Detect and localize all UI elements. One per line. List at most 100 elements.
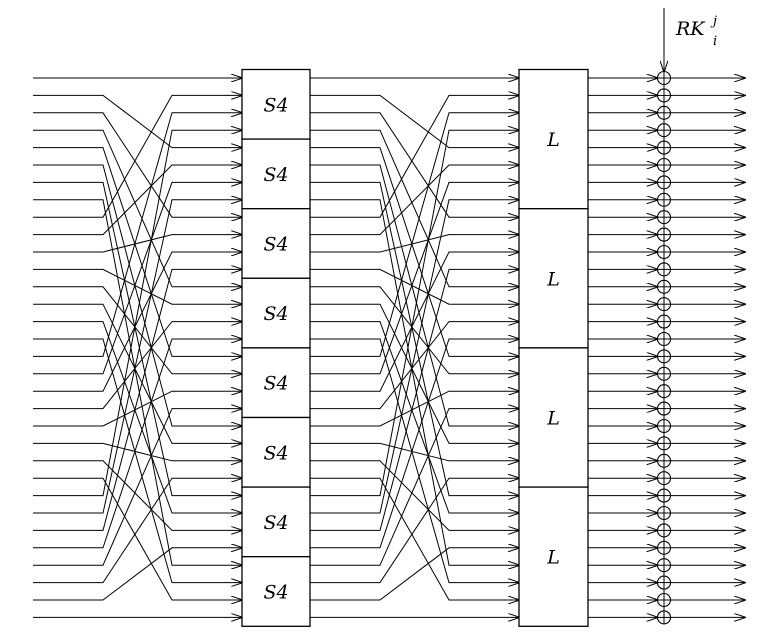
middle-perm-wire-12 [310, 286, 519, 374]
round-key-base: RK [675, 18, 706, 40]
sbox-label: S4 [263, 373, 288, 395]
input-perm-wire-13 [33, 303, 242, 443]
middle-perm-wire-23 [310, 477, 519, 600]
input-perm-wire-19 [33, 322, 242, 410]
xor-gate [656, 471, 672, 486]
middle-perm-wire-15 [310, 338, 519, 583]
xor-gate [656, 262, 672, 277]
middle-perm-wire-14 [310, 321, 519, 513]
linear-layer-label: L [546, 129, 560, 151]
boxes-layer: S4 S4 S4 S4 S4 S4 S4 S4 L L L L [241, 68, 589, 627]
linear-layer-2: L [518, 208, 589, 349]
input-perm-wire-7 [33, 199, 242, 565]
middle-perm-wire-2 [310, 112, 519, 217]
wires-layer [33, 8, 745, 624]
sbox-2: S4 [241, 138, 311, 210]
xor-gate [656, 123, 672, 138]
middle-perm-wire-8 [310, 95, 519, 218]
linear-layer-label: L [546, 268, 560, 290]
input-perm-wire-22 [33, 460, 242, 531]
xor-gate [656, 175, 672, 190]
input-perm-wire-2 [33, 112, 242, 217]
xor-gate [656, 227, 672, 242]
linear-layer-label: L [546, 547, 560, 569]
xor-gate [656, 157, 672, 173]
xor-gate [656, 314, 672, 329]
input-perm-wire-30 [33, 548, 242, 601]
input-perm-wire-3 [33, 129, 242, 287]
xor-gate [656, 70, 672, 86]
input-perm-wire-26 [33, 269, 242, 531]
input-perm-wire-20 [33, 391, 242, 427]
middle-perm-wire-26 [310, 269, 519, 531]
sbox-label: S4 [263, 512, 288, 534]
middle-perm-wire-30 [310, 548, 519, 601]
input-perm-wire-29 [33, 478, 242, 584]
middle-perm-wire-22 [310, 460, 519, 531]
xor-gate [656, 610, 672, 625]
sbox-4: S4 [241, 277, 311, 349]
middle-perm-wire-24 [310, 130, 519, 497]
input-perm-wire-5 [33, 164, 242, 426]
xor-gate [656, 575, 672, 590]
middle-perm-wire-16 [310, 113, 519, 357]
sbox-6: S4 [241, 416, 311, 488]
middle-perm-wire-17 [310, 182, 519, 375]
input-perm-wire-27 [33, 339, 242, 549]
middle-perm-wire-3 [310, 129, 519, 287]
middle-perm-wire-10 [310, 235, 519, 253]
sbox-7: S4 [241, 486, 311, 558]
xor-gate [656, 244, 672, 260]
xor-gate [656, 505, 672, 521]
xor-gate [656, 488, 672, 503]
xor-gate [656, 401, 672, 416]
middle-perm-wire-25 [310, 200, 519, 514]
middle-perm-wire-5 [310, 164, 519, 426]
sbox-5: S4 [241, 347, 311, 419]
input-perm-wire-10 [33, 235, 242, 253]
input-perm-wire-25 [33, 200, 242, 514]
input-perm-wire-12 [33, 286, 242, 374]
sbox-label: S4 [263, 303, 288, 325]
middle-perm-wire-1 [310, 94, 519, 147]
xor-gate [656, 192, 672, 207]
middle-perm-wire-9 [310, 165, 519, 236]
input-perm-wire-18 [33, 252, 242, 392]
xor-gate [656, 592, 672, 608]
linear-layer-3: L [518, 347, 589, 488]
input-perm-wire-8 [33, 95, 242, 218]
input-perm-wire-15 [33, 338, 242, 583]
input-perm-wire-11 [33, 268, 242, 304]
middle-perm-wire-4 [310, 147, 519, 357]
middle-perm-wire-29 [310, 478, 519, 584]
middle-perm-wire-20 [310, 391, 519, 427]
xor-gate [656, 279, 672, 294]
xor-gate [656, 418, 672, 434]
sbox-3: S4 [241, 208, 311, 279]
round-key-superscript: j [710, 14, 717, 29]
input-perm-wire-1 [33, 94, 242, 147]
middle-perm-wire-6 [310, 181, 519, 495]
input-perm-wire-4 [33, 147, 242, 357]
sbox-label: S4 [263, 442, 288, 464]
middle-perm-wire-18 [310, 252, 519, 392]
xor-gate [656, 558, 672, 573]
middle-perm-wire-13 [310, 303, 519, 443]
input-perm-wire-28 [33, 409, 242, 566]
sbox-1: S4 [241, 68, 311, 140]
xor-gate [656, 331, 672, 347]
input-perm-wire-24 [33, 130, 242, 497]
middle-perm-wire-7 [310, 199, 519, 565]
input-perm-wire-23 [33, 477, 242, 600]
linear-layer-label: L [546, 408, 560, 430]
xor-gate [656, 453, 672, 468]
middle-perm-wire-19 [310, 322, 519, 410]
xor-gate [656, 210, 672, 225]
input-perm-wire-17 [33, 182, 242, 375]
linear-layer-1: L [518, 68, 589, 210]
middle-perm-wire-11 [310, 268, 519, 304]
middle-perm-wire-27 [310, 339, 519, 549]
sbox-label: S4 [263, 164, 288, 186]
xor-gate [656, 523, 672, 538]
